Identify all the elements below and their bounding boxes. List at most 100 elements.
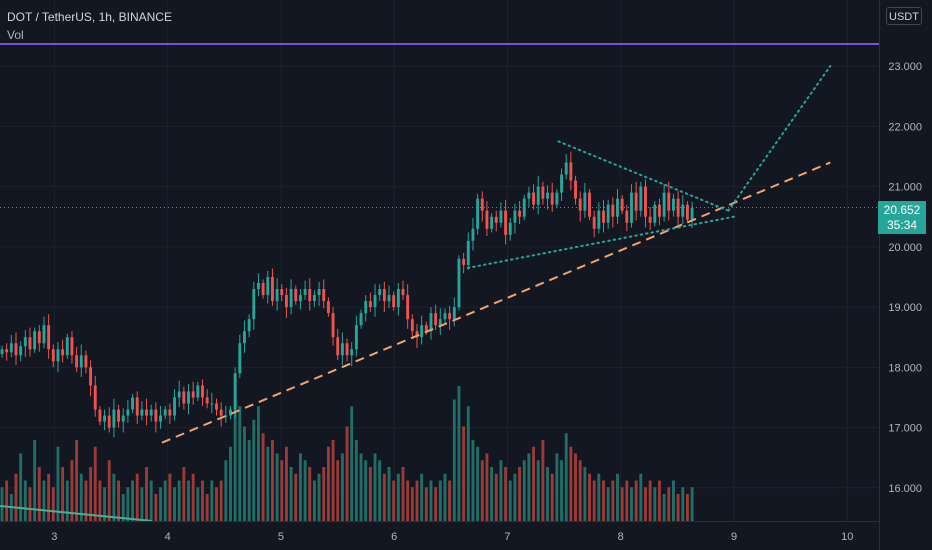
candle-body <box>555 192 559 205</box>
volume-bar <box>229 446 232 521</box>
x-tick-label: 10 <box>841 531 853 543</box>
candle-body <box>424 325 428 332</box>
candle-body <box>606 204 610 223</box>
volume-bar <box>79 473 83 521</box>
candle-body <box>368 301 372 308</box>
candle-body <box>294 289 298 302</box>
volume-bar <box>56 446 60 521</box>
candle-body <box>466 240 470 265</box>
y-tick-label: 21.000 <box>888 182 922 194</box>
candles <box>0 151 694 438</box>
volume-bar <box>238 406 242 521</box>
currency-unit-button[interactable]: USDT <box>886 7 922 25</box>
volume-bar <box>303 460 307 521</box>
volume-bar <box>364 460 368 521</box>
candle-body <box>574 180 577 199</box>
volume-bar <box>536 460 540 521</box>
volume-bar <box>28 487 32 521</box>
volume-bar <box>5 480 9 521</box>
candle-body <box>667 192 671 211</box>
volume-bar <box>508 480 512 521</box>
candle-body <box>112 409 116 428</box>
volume-bar <box>308 467 312 521</box>
candle-body <box>103 415 107 422</box>
volume-bar <box>382 473 386 521</box>
volume-indicator-label[interactable]: Vol <box>7 28 24 42</box>
candle-body <box>37 331 41 344</box>
volume-bar <box>117 480 121 521</box>
candle-body <box>308 289 312 302</box>
volume-bar <box>275 453 279 521</box>
candle-body <box>298 295 302 302</box>
volume-bar <box>583 467 587 521</box>
candle-body <box>564 162 568 175</box>
volume-bar <box>672 480 675 521</box>
candle-body <box>415 331 419 338</box>
candle-body <box>84 355 88 368</box>
candle-body <box>233 373 237 410</box>
symbol-title: DOT / TetherUS, 1h, BINANCE <box>7 10 172 24</box>
candle-body <box>140 409 144 416</box>
volume-bar <box>70 460 74 521</box>
candle-body <box>75 355 79 368</box>
volume-bar <box>438 480 442 521</box>
volume-bar <box>345 426 349 521</box>
candle-body <box>644 186 647 217</box>
candle-body <box>550 192 554 205</box>
volume-bar <box>616 473 619 521</box>
volume-bar <box>154 494 158 521</box>
candle-body <box>126 409 130 416</box>
candle-body <box>56 349 60 362</box>
candle-body <box>387 295 391 302</box>
volume-bar <box>42 480 46 521</box>
volume-bar <box>625 480 629 521</box>
volume-bar <box>630 487 633 521</box>
candle-body <box>51 349 55 362</box>
volume-bar <box>322 467 326 521</box>
candle-body <box>252 289 256 320</box>
candle-body <box>350 349 354 356</box>
volume-bar <box>648 480 652 521</box>
volume-bar <box>326 446 330 521</box>
candle-body <box>546 192 549 199</box>
triangle-lower-line <box>466 215 736 269</box>
candle-body <box>406 295 410 320</box>
candle-body <box>658 204 661 217</box>
volume-bar <box>527 453 531 521</box>
candle-body <box>131 397 135 410</box>
volume-bar <box>690 487 694 521</box>
candle-body <box>61 349 65 356</box>
candle-body <box>135 397 139 416</box>
volume-bar <box>340 453 344 521</box>
candle-body <box>476 198 480 229</box>
volume-bar <box>350 406 354 521</box>
volume-bar <box>182 467 186 521</box>
candle-body <box>401 289 405 296</box>
grid-lines <box>0 0 879 521</box>
volume-bar <box>98 480 102 521</box>
volume-bar <box>410 487 414 521</box>
volume-bar <box>210 480 214 521</box>
candle-body <box>275 289 279 302</box>
candle-body <box>448 313 452 320</box>
volume-bar <box>560 460 563 521</box>
volume-bar <box>93 446 97 521</box>
volume-bar <box>476 446 480 521</box>
volume-bar <box>685 494 689 521</box>
candle-body <box>322 289 326 302</box>
candle-body <box>163 409 167 416</box>
candle-body <box>434 313 438 326</box>
volume-bar <box>19 453 23 521</box>
volume-bar <box>187 480 190 521</box>
volume-bar <box>392 480 396 521</box>
candle-body <box>354 325 358 350</box>
candle-body <box>345 343 349 356</box>
candle-body <box>117 409 121 422</box>
volume-bar <box>257 406 260 521</box>
x-tick-label: 6 <box>391 531 397 543</box>
volume-bar <box>61 467 65 521</box>
candle-body <box>494 216 498 223</box>
y-tick-label: 20.000 <box>888 242 922 254</box>
candle-body <box>224 415 228 417</box>
